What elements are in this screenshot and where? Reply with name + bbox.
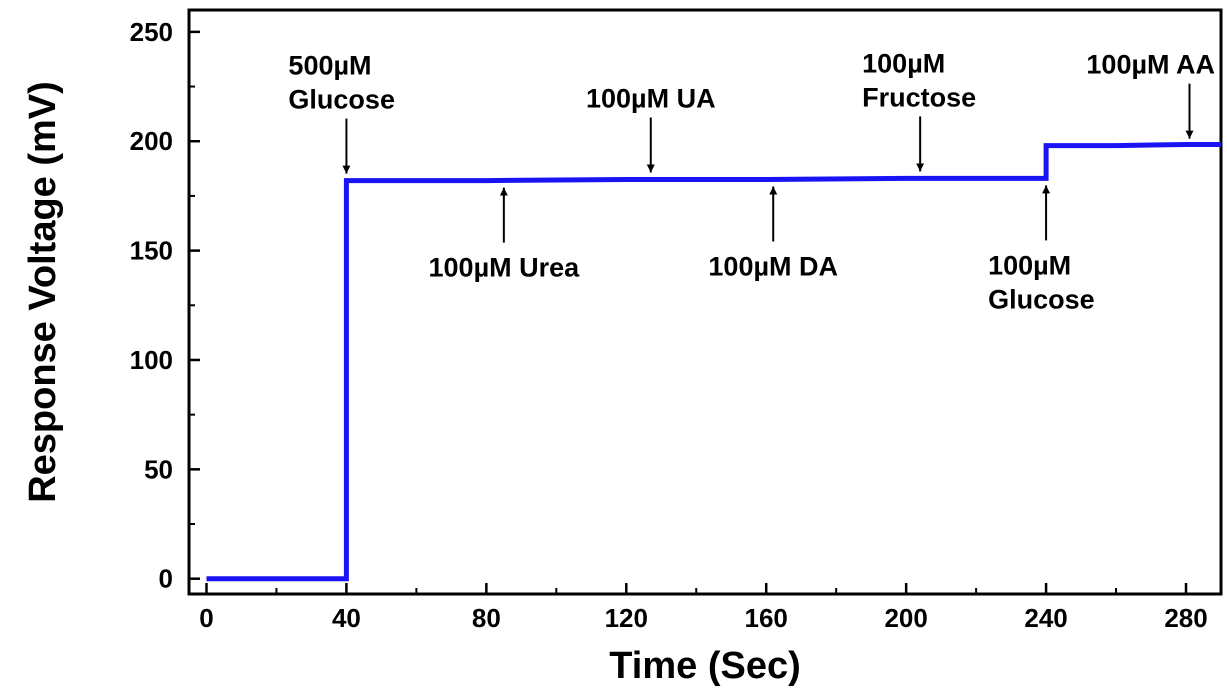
y-axis: 0 50 100 150 200 250: [130, 17, 200, 594]
annotation: 500µM Glucose: [288, 51, 395, 174]
x-axis-title: Time (Sec): [609, 645, 800, 687]
x-tick-label: 200: [884, 603, 927, 633]
annotation-label: 100µM DA: [708, 252, 838, 282]
annotation-label: 100µM: [862, 48, 945, 78]
annotation-label: Fructose: [862, 82, 976, 112]
annotation: 100µM AA: [1086, 50, 1215, 139]
x-tick-label: 0: [199, 603, 213, 633]
plot-frame: [187, 8, 1223, 596]
annotation: 100µM DA: [708, 186, 838, 282]
y-tick-label: 100: [130, 345, 173, 375]
series-layer: [206, 142, 1221, 582]
plot-border: [187, 8, 1223, 596]
annotation: 100µM Urea: [429, 187, 581, 283]
annotation-label: 100µM AA: [1086, 50, 1215, 80]
x-tick-label: 40: [332, 603, 361, 633]
y-tick-label: 0: [159, 564, 173, 594]
annotation: 100µM Fructose: [862, 48, 976, 172]
x-tick-label: 280: [1164, 603, 1207, 633]
y-tick-label: 50: [144, 454, 173, 484]
annotation-label: Glucose: [288, 85, 395, 115]
x-tick-label: 240: [1024, 603, 1067, 633]
annotation: 100µM Glucose: [988, 185, 1095, 314]
y-axis-title: Response Voltage (mV): [22, 81, 64, 503]
annotation-label: 100µM Urea: [429, 253, 581, 283]
annotation-label: 100µM UA: [586, 84, 716, 114]
y-tick-label: 200: [130, 126, 173, 156]
annotation-layer: 500µM Glucose 100µM Urea 100µM UA 100µM DA 10…: [288, 48, 1215, 314]
annotation-label: 500µM: [288, 51, 371, 81]
annotation-label: 100µM: [988, 250, 1071, 280]
x-tick-label: 120: [605, 603, 648, 633]
y-tick-label: 250: [130, 17, 173, 47]
x-tick-label: 80: [472, 603, 501, 633]
x-tick-label: 160: [745, 603, 788, 633]
y-tick-label: 150: [130, 236, 173, 266]
x-axis: 0 40 80 120 160 200 240 280: [199, 583, 1208, 633]
series-line: [206, 142, 1221, 582]
annotation: 100µM UA: [586, 84, 716, 173]
annotation-label: Glucose: [988, 284, 1095, 314]
